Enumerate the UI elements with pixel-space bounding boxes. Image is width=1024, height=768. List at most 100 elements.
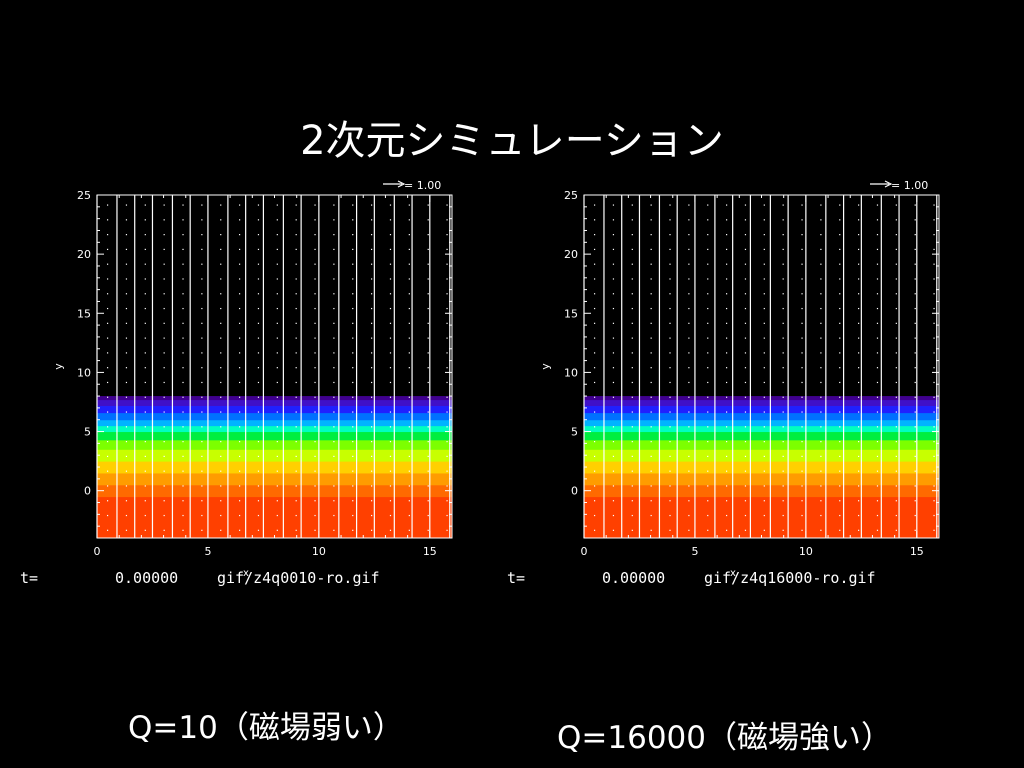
vector-dot [933, 529, 935, 531]
x-tick-label: 5 [204, 545, 211, 558]
vector-dot [612, 204, 615, 206]
vector-dot [446, 322, 448, 324]
vector-dot [239, 293, 241, 295]
vector-dot [858, 470, 860, 472]
vector-dot [858, 381, 860, 384]
vector-dot [106, 352, 109, 354]
vector-dot [914, 514, 916, 517]
vector-dot [427, 219, 429, 221]
vector-dot [914, 485, 916, 487]
vector-dot [726, 529, 728, 531]
vector-dot [163, 514, 165, 517]
vector-dot [201, 367, 203, 369]
vector-dot [163, 470, 165, 472]
vector-dot [125, 234, 128, 236]
vector-dot [314, 322, 316, 324]
vector-dot [276, 322, 278, 324]
vector-dot [220, 441, 222, 443]
vector-dot [631, 367, 633, 369]
vector-dot [650, 529, 652, 531]
vector-dot [763, 278, 765, 280]
vector-dot [220, 514, 222, 517]
density-band [584, 484, 939, 498]
y-tick-label: 20 [77, 248, 91, 261]
vector-dot [669, 500, 671, 502]
vector-dot [314, 426, 316, 428]
vector-dot [220, 219, 222, 221]
vector-dot [914, 500, 916, 502]
vector-dot [839, 278, 841, 280]
vector-dot [801, 204, 803, 206]
vector-dot [914, 441, 916, 443]
vector-dot [914, 367, 916, 369]
vector-dot [239, 470, 241, 472]
y-tick-label: 10 [564, 366, 578, 379]
vector-dot [257, 307, 260, 310]
vector-dot [876, 529, 879, 531]
vector-dot [295, 293, 297, 295]
vector-dot [914, 219, 916, 221]
vector-dot [314, 381, 316, 384]
vector-dot [220, 204, 222, 206]
vector-dot [182, 234, 184, 236]
vector-dot [220, 367, 222, 369]
vector-dot [895, 500, 897, 502]
vector-dot [333, 278, 335, 280]
vector-dot [276, 352, 278, 354]
vector-dot [257, 322, 260, 324]
vector-dot [895, 485, 897, 487]
vector-dot [858, 367, 860, 369]
vector-dot [763, 485, 765, 487]
vector-dot [839, 455, 841, 457]
vector-dot [839, 426, 841, 428]
vector-dot [446, 337, 448, 339]
vector-dot [688, 219, 690, 221]
vector-dot [707, 352, 709, 354]
vector-key-label: = 1.00 [404, 179, 441, 192]
vector-dot [612, 411, 615, 413]
vector-dot [763, 234, 765, 236]
vector-dot [801, 529, 803, 531]
vector-dot [257, 426, 260, 428]
vector-dot [276, 381, 278, 384]
vector-dot [352, 234, 354, 236]
vector-dot [933, 307, 935, 310]
vector-dot [314, 278, 316, 280]
vector-dot [201, 204, 203, 206]
vector-dot [220, 381, 222, 384]
vector-dot [389, 307, 392, 310]
vector-dot [201, 500, 203, 502]
vector-dot [782, 352, 784, 354]
vector-dot [163, 529, 165, 531]
vector-dot [408, 529, 410, 531]
density-band [584, 405, 939, 414]
vector-dot [744, 204, 747, 206]
vector-dot [801, 514, 803, 517]
vector-dot [144, 337, 146, 339]
vector-dot [295, 381, 297, 384]
vector-dot [763, 322, 765, 324]
vector-dot [257, 352, 260, 354]
vector-dot [933, 381, 935, 384]
vector-dot [650, 381, 652, 384]
vector-dot [371, 396, 373, 398]
vector-dot [895, 248, 897, 251]
density-band [584, 449, 939, 462]
vector-dot [801, 455, 803, 457]
vector-dot [707, 411, 709, 413]
vector-dot [650, 500, 652, 502]
vector-key-arrowhead [884, 180, 893, 188]
vector-dot [371, 470, 373, 472]
vector-dot [763, 263, 765, 265]
vector-dot [895, 234, 897, 236]
vector-dot [669, 470, 671, 472]
vector-dot [631, 514, 633, 517]
vector-dot [933, 248, 935, 251]
vector-dot [276, 234, 278, 236]
vector-dot [389, 441, 392, 443]
vector-dot [163, 204, 165, 206]
vector-dot [782, 500, 784, 502]
vector-dot [631, 426, 633, 428]
vector-dot [876, 500, 879, 502]
vector-dot [446, 426, 448, 428]
